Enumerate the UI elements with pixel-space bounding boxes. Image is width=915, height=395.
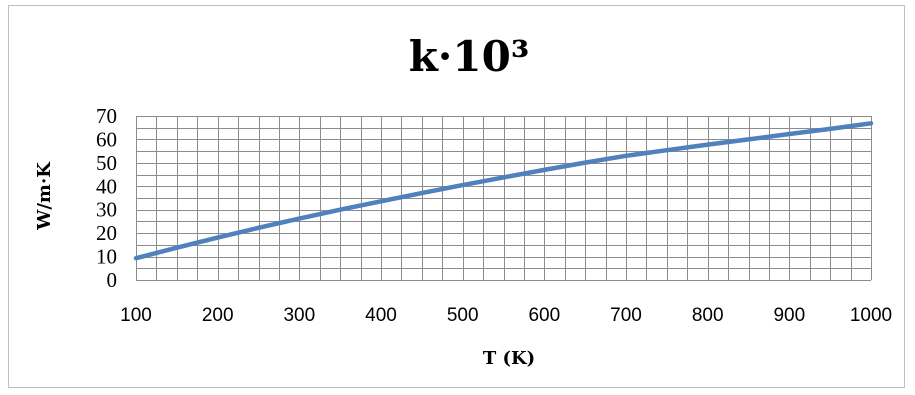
- y-tick-label: 0: [107, 268, 118, 292]
- x-tick-label: 800: [692, 305, 724, 326]
- chart-title: k·10³: [409, 32, 530, 81]
- y-tick-label: 40: [96, 174, 117, 198]
- x-tick-label: 100: [120, 305, 152, 326]
- x-tick-label: 500: [447, 305, 479, 326]
- grid: [136, 116, 872, 281]
- y-axis-label: W/m·K: [34, 161, 55, 231]
- x-tick-label: 400: [365, 305, 397, 326]
- x-tick-label: 900: [773, 305, 805, 326]
- x-tick-label: 1000: [850, 305, 892, 326]
- series-line-0: [133, 121, 874, 261]
- y-tick-label: 50: [96, 151, 117, 175]
- x-axis-ticks: 100 200 300 400 500 600 700 800 900 1000: [120, 305, 892, 326]
- y-tick-label: 30: [96, 198, 117, 222]
- x-tick-label: 700: [610, 305, 642, 326]
- chart-frame: k·10³ 0 10 20 30 40 50 60 70 100 200 300 400 500 600…: [8, 5, 905, 388]
- y-tick-label: 20: [96, 221, 117, 245]
- y-tick-label: 10: [96, 245, 117, 269]
- y-tick-label: 70: [96, 104, 117, 128]
- x-tick-label: 300: [283, 305, 315, 326]
- x-tick-label: 200: [202, 305, 234, 326]
- y-tick-label: 60: [96, 127, 117, 151]
- x-tick-label: 600: [528, 305, 560, 326]
- x-axis-label: T (K): [483, 348, 535, 369]
- series-layer: [133, 121, 874, 261]
